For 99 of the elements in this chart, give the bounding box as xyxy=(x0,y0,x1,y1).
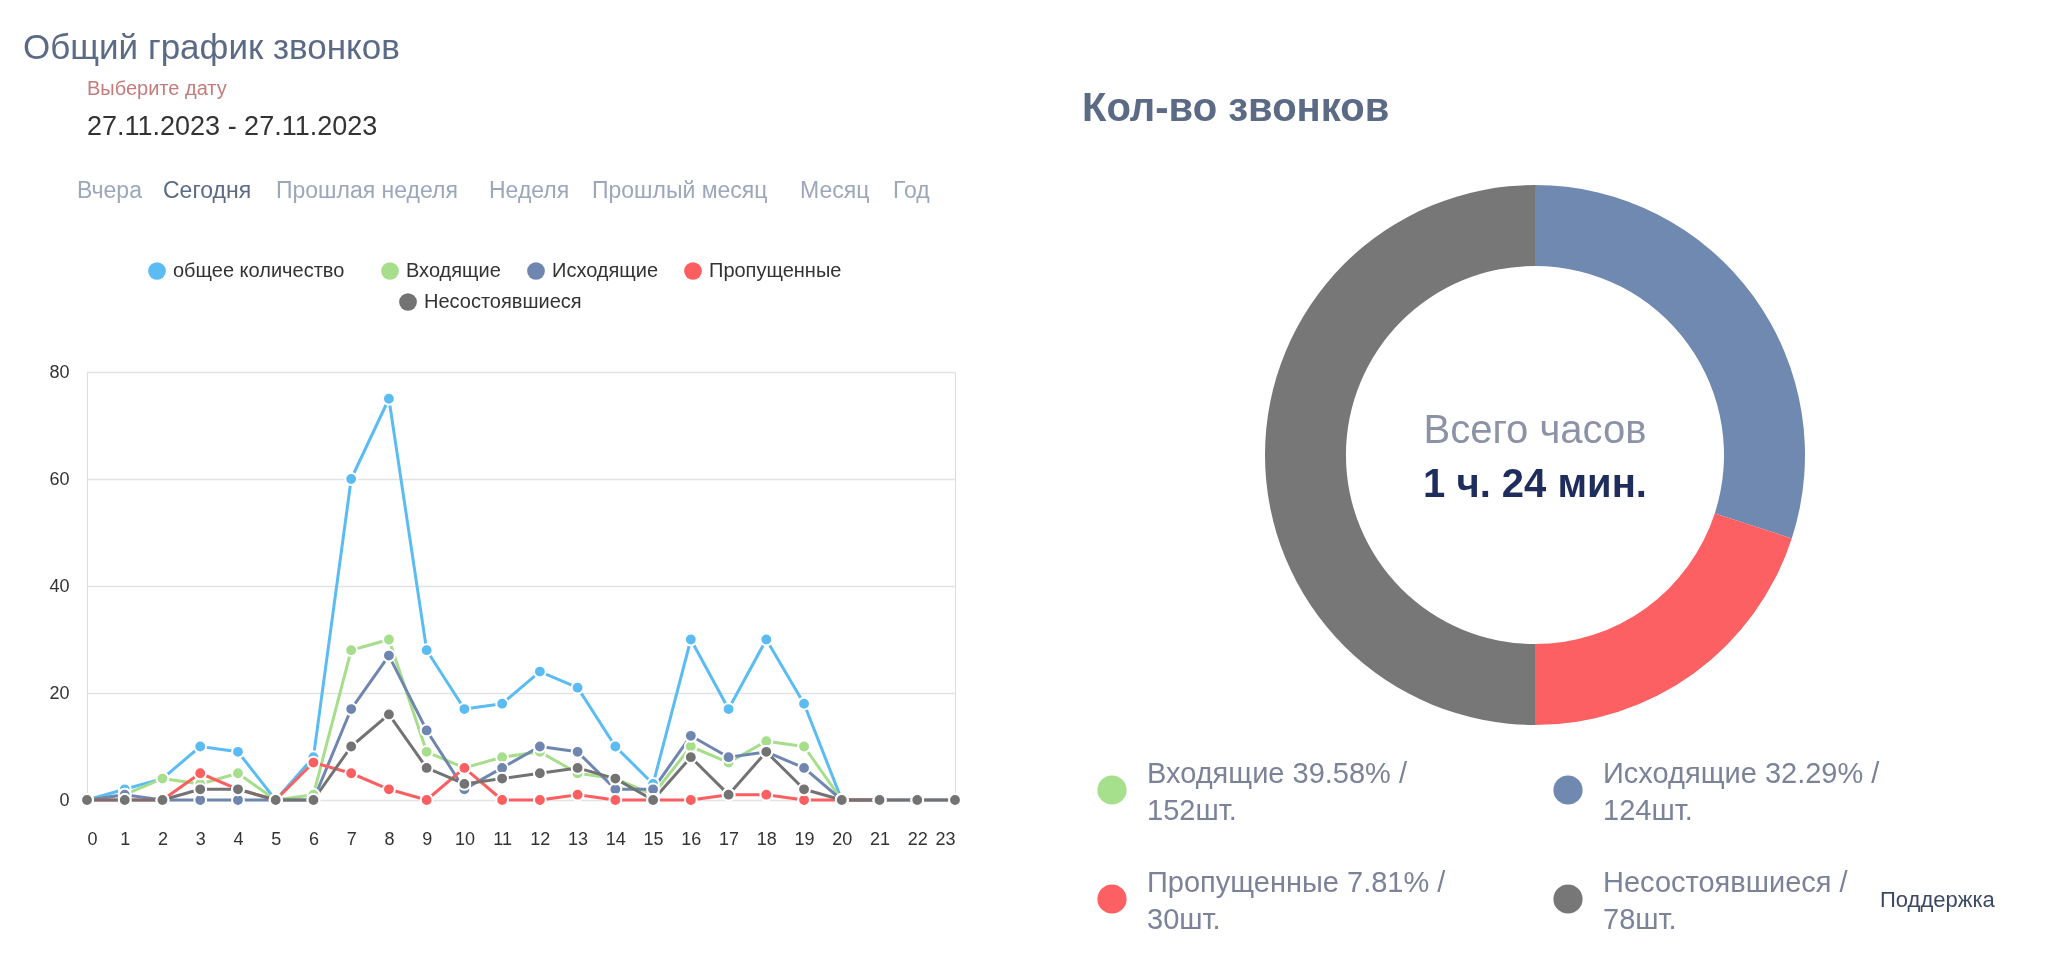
point xyxy=(570,680,585,695)
point xyxy=(532,766,547,781)
point xyxy=(797,739,811,754)
x-tick-label: 18 xyxy=(756,828,777,849)
text: Неделя xyxy=(489,177,570,203)
point xyxy=(382,707,396,722)
text: 27.11.2023 - 27.11.2023 xyxy=(87,111,378,141)
text: Вчера xyxy=(77,177,143,203)
point xyxy=(231,766,245,781)
point xyxy=(797,696,811,711)
text: Месяц xyxy=(800,177,870,203)
text: Сегодня xyxy=(163,177,252,203)
point xyxy=(683,750,698,765)
text: 1 ч. 24 мин. xyxy=(1423,461,1647,505)
point xyxy=(495,771,510,786)
point xyxy=(759,787,774,802)
point xyxy=(495,793,510,807)
text: Всего часов xyxy=(1423,407,1647,451)
text: Поддержка xyxy=(1880,887,1996,912)
x-tick-label: 7 xyxy=(346,828,357,849)
point xyxy=(419,793,434,807)
x-tick-label: 11 xyxy=(493,828,512,849)
x-tick-label: 22 xyxy=(907,828,928,849)
x-tick-label: 23 xyxy=(935,828,956,849)
point xyxy=(382,391,396,406)
point xyxy=(759,632,774,647)
chart-title: Кол-во звонков xyxy=(1082,85,1390,129)
point xyxy=(797,782,811,797)
legend-label: Пропущенные 7.81% / 30шт. xyxy=(1147,866,1447,935)
point xyxy=(419,761,434,775)
point xyxy=(495,696,510,711)
x-tick-label: 17 xyxy=(719,828,740,849)
point xyxy=(457,777,472,791)
point xyxy=(382,782,396,797)
text: Выберите дату xyxy=(87,77,227,99)
point xyxy=(344,739,359,754)
point xyxy=(797,761,811,775)
x-tick-label: 21 xyxy=(870,828,891,849)
y-tick-label: 20 xyxy=(49,682,70,703)
legend-label: Исходящие 32.29% / 124шт. xyxy=(1603,757,1881,826)
legend-label: Исходящие xyxy=(552,259,659,281)
legend-label: Несостоявшиеся / 78шт. xyxy=(1603,866,1849,935)
point xyxy=(532,793,547,807)
point xyxy=(570,787,585,802)
point xyxy=(344,472,359,486)
x-tick-label: 6 xyxy=(308,828,319,849)
x-tick-label: 3 xyxy=(195,828,206,849)
chart-title: Общий график звонков xyxy=(23,27,400,66)
y-tick-label: 40 xyxy=(49,575,70,596)
point xyxy=(193,782,208,797)
text: Прошлая неделя xyxy=(276,177,458,203)
point xyxy=(382,632,396,647)
point xyxy=(721,702,736,716)
point xyxy=(495,761,510,775)
y-tick-label: 60 xyxy=(49,468,70,489)
point xyxy=(532,739,547,754)
x-tick-label: 0 xyxy=(87,828,98,849)
legend-label: общее количество xyxy=(173,259,345,281)
donut-slice xyxy=(1535,513,1792,725)
point xyxy=(344,702,359,716)
point xyxy=(570,761,585,775)
x-tick-label: 8 xyxy=(384,828,395,849)
x-tick-label: 2 xyxy=(157,828,168,849)
x-tick-label: 4 xyxy=(233,828,244,849)
x-tick-label: 5 xyxy=(271,828,282,849)
legend-label: Несостоявшиеся xyxy=(424,290,582,312)
point xyxy=(532,664,547,679)
x-tick-label: 14 xyxy=(605,828,626,849)
x-tick-label: 13 xyxy=(568,828,589,849)
y-tick-label: 0 xyxy=(59,789,70,810)
legend-label: Входящие xyxy=(406,259,501,281)
point xyxy=(306,755,321,770)
point xyxy=(193,766,208,781)
point xyxy=(419,643,434,658)
point xyxy=(382,648,396,663)
x-tick-label: 9 xyxy=(422,828,433,849)
x-tick-label: 20 xyxy=(832,828,853,849)
point xyxy=(419,744,434,759)
x-tick-label: 16 xyxy=(681,828,702,849)
point xyxy=(608,739,623,754)
point xyxy=(344,643,359,658)
text: Год xyxy=(893,177,931,203)
x-tick-label: 1 xyxy=(120,828,131,849)
x-tick-label: 10 xyxy=(454,828,475,849)
point xyxy=(344,766,359,781)
point xyxy=(457,702,472,716)
point xyxy=(193,739,208,754)
x-tick-label: 12 xyxy=(530,828,551,849)
text: Прошлый месяц xyxy=(592,177,768,203)
point xyxy=(608,793,623,807)
legend-label: Пропущенные xyxy=(709,259,842,281)
legend-label: Входящие 39.58% / 152шт. xyxy=(1147,757,1408,826)
y-tick-label: 80 xyxy=(49,361,70,382)
point xyxy=(683,793,698,807)
point xyxy=(419,723,434,738)
x-tick-label: 19 xyxy=(794,828,815,849)
point xyxy=(683,632,698,647)
x-tick-label: 15 xyxy=(643,828,664,849)
point xyxy=(721,750,736,765)
